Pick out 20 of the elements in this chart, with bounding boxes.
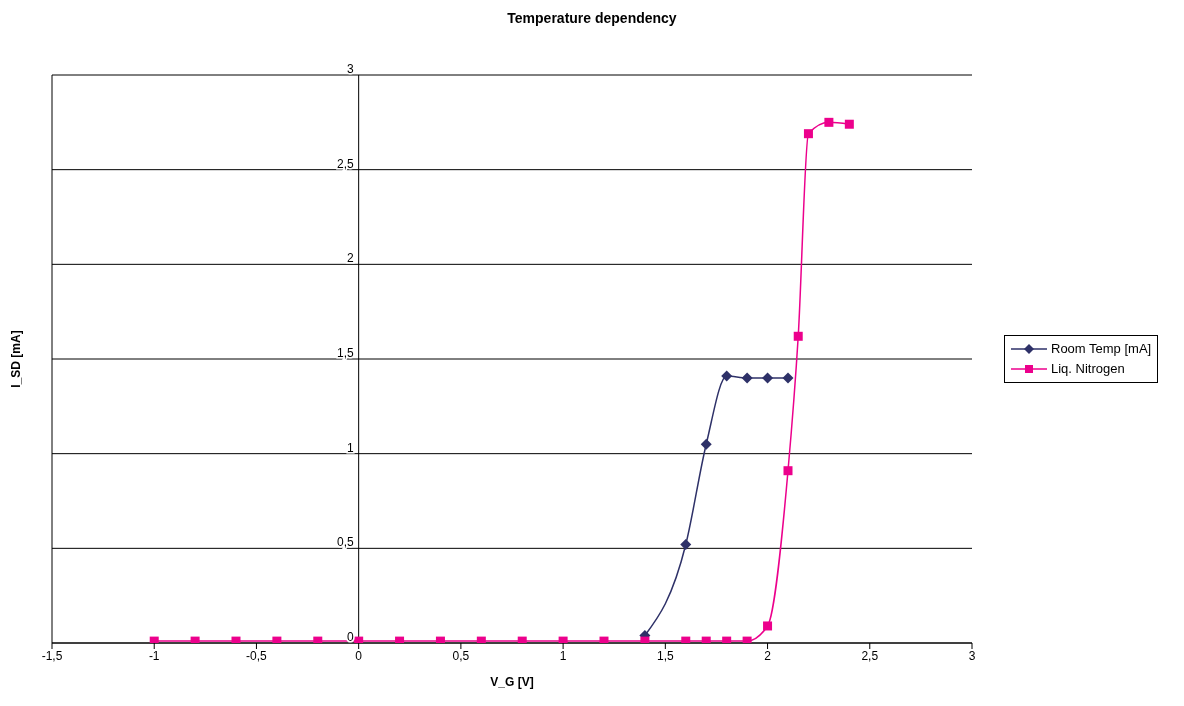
chart-title: Temperature dependency [506, 10, 678, 26]
legend-label: Room Temp [mA] [1051, 340, 1152, 358]
x-tick-label: 1 [559, 648, 567, 663]
x-axis-title: V_G [V] [490, 675, 534, 689]
y-axis-title: I_SD [mA] [9, 330, 24, 388]
x-tick-label: 2,5 [861, 648, 879, 663]
x-tick-label: 0,5 [452, 648, 470, 663]
x-tick-label: 2 [764, 648, 772, 663]
x-tick-label: -0,5 [246, 648, 268, 663]
x-tick-label: -1,5 [41, 648, 63, 663]
x-tick-label: 1,5 [656, 648, 674, 663]
y-tick-label: 1,5 [336, 346, 354, 360]
y-tick-label: 0,5 [336, 535, 354, 550]
y-tick-label: 3 [346, 62, 354, 76]
x-tick-label: -1 [148, 648, 160, 663]
y-tick-label: 2 [346, 251, 354, 266]
legend-label: Liq. Nitrogen [1051, 360, 1125, 378]
y-tick-label: 1 [346, 440, 354, 455]
x-tick-label: 3 [968, 648, 976, 663]
y-tick-label: 2,5 [336, 156, 354, 171]
